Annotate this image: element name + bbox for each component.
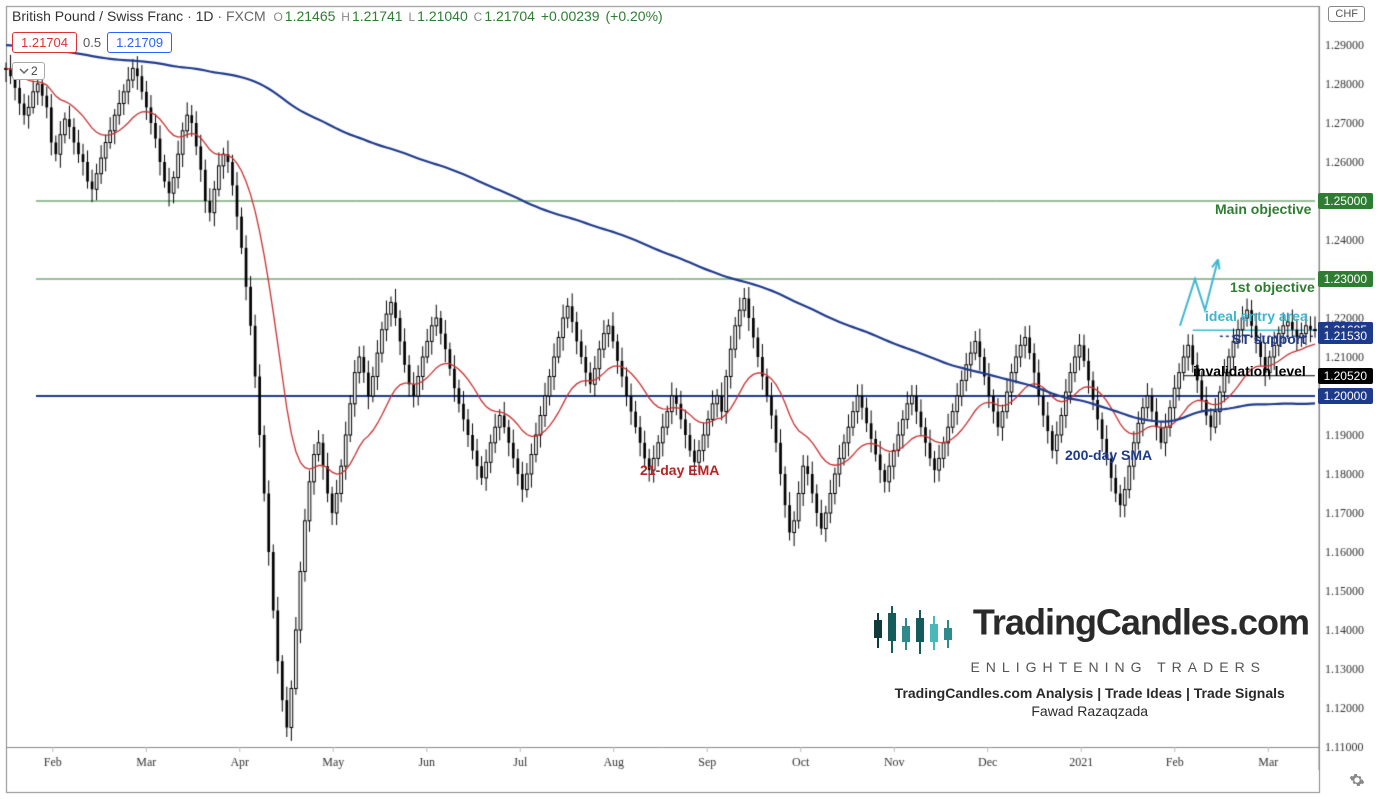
- settings-icon[interactable]: [1349, 772, 1365, 793]
- chart-annotation: ideal entry area: [1205, 308, 1308, 324]
- price-axis-tag: 1.25000: [1318, 193, 1373, 209]
- chart-annotation: Main objective: [1215, 201, 1311, 217]
- watermark-line3: Fawad Razaqzada: [870, 703, 1309, 719]
- chart-annotation: invalidation level: [1193, 363, 1306, 379]
- price-axis-tag: 1.20520: [1318, 368, 1373, 384]
- watermark: TradingCandles.com ENLIGHTENING TRADERS …: [870, 598, 1309, 719]
- watermark-line2: TradingCandles.com Analysis | Trade Idea…: [870, 685, 1309, 701]
- bid-pill[interactable]: 1.21704: [12, 32, 77, 53]
- chart-annotation: 1st objective: [1230, 279, 1315, 295]
- ask-pill[interactable]: 1.21709: [107, 32, 172, 53]
- symbol-name[interactable]: British Pound / Swiss Franc: [12, 8, 183, 24]
- chart-annotation: 21-day EMA: [640, 462, 719, 478]
- price-axis-tag: 1.23000: [1318, 271, 1373, 287]
- indicator-collapse-toggle[interactable]: 2: [12, 62, 45, 80]
- currency-badge[interactable]: CHF: [1328, 6, 1365, 22]
- chart-header: British Pound / Swiss Franc · 1D · FXCM …: [12, 8, 665, 24]
- watermark-logo-icon: [870, 598, 960, 663]
- price-axis-tag: 1.21530: [1318, 328, 1373, 344]
- timeframe[interactable]: 1D: [196, 8, 214, 24]
- price-axis-tag: 1.20000: [1318, 388, 1373, 404]
- watermark-title: TradingCandles.com: [973, 602, 1309, 643]
- chevron-down-icon: [19, 66, 29, 76]
- data-source[interactable]: FXCM: [226, 8, 266, 24]
- spread: 0.5: [83, 35, 101, 50]
- chart-annotation: 200-day SMA: [1065, 447, 1152, 463]
- watermark-subtitle: ENLIGHTENING TRADERS: [970, 659, 1309, 675]
- chart-annotation: ST support: [1232, 331, 1306, 347]
- bid-ask-row: 1.21704 0.5 1.21709: [12, 32, 172, 53]
- ohlc-readout: O1.21465 H1.21741 L1.21040 C1.21704 +0.0…: [273, 8, 664, 24]
